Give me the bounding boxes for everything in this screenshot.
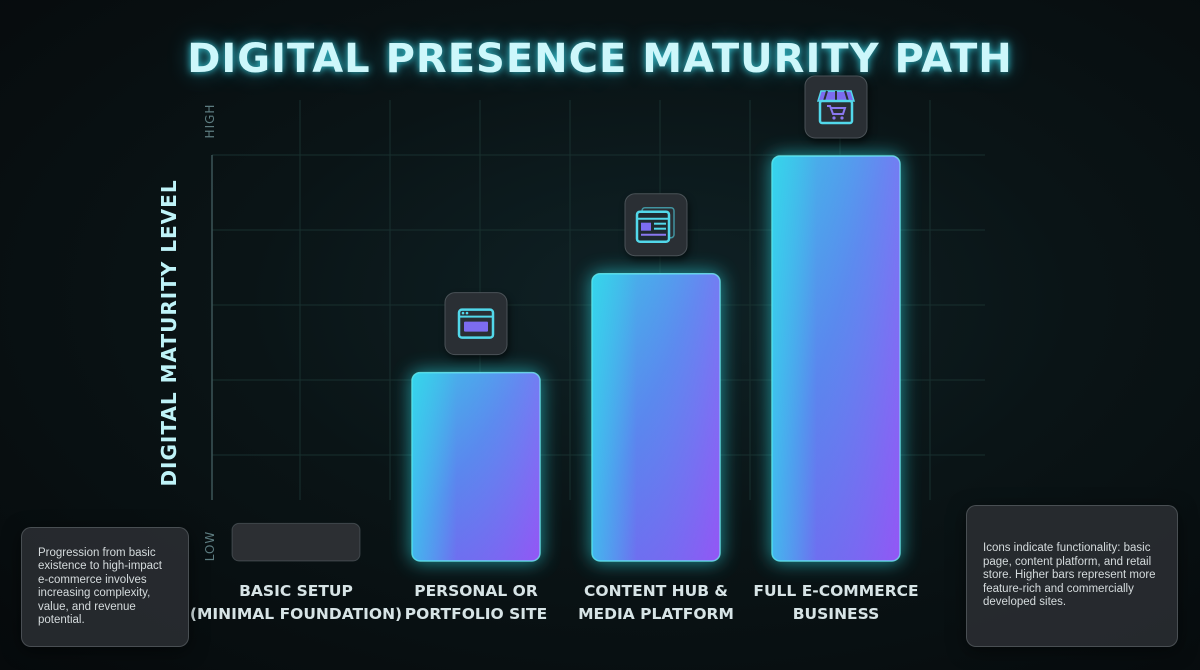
note-left-text: Progression from basic existence to high… bbox=[38, 546, 163, 627]
y-axis-label: DIGITAL MATURITY LEVEL bbox=[157, 179, 181, 486]
x-tick-label: BUSINESS bbox=[793, 605, 880, 623]
y-tick-high: HIGH bbox=[203, 104, 217, 139]
bar-basic-setup bbox=[231, 522, 361, 562]
bar-sheen bbox=[412, 372, 540, 561]
x-tick-label: FULL E-COMMERCE bbox=[753, 582, 918, 600]
content-dashboard-icon bbox=[624, 193, 689, 260]
browser-window-icon bbox=[444, 292, 509, 359]
storefront-cart-icon bbox=[804, 75, 869, 142]
info-note-right: Icons indicate functionality: basic page… bbox=[966, 505, 1178, 647]
note-right-text: Icons indicate functionality: basic page… bbox=[983, 542, 1156, 609]
x-tick-label: BASIC SETUP bbox=[239, 582, 353, 600]
x-tick-label: MEDIA PLATFORM bbox=[578, 605, 734, 623]
x-tick-label: (MINIMAL FOUNDATION) bbox=[190, 605, 402, 623]
bar-sheen bbox=[592, 273, 720, 561]
bar-sheen bbox=[772, 155, 900, 561]
x-tick-label: CONTENT HUB & bbox=[584, 582, 728, 600]
x-tick-label: PERSONAL OR bbox=[414, 582, 538, 600]
y-tick-low: LOW bbox=[203, 531, 217, 562]
info-note-left: Progression from basic existence to high… bbox=[21, 527, 189, 647]
x-tick-label: PORTFOLIO SITE bbox=[405, 605, 547, 623]
chart-title: DIGITAL PRESENCE MATURITY PATH bbox=[187, 36, 1013, 82]
